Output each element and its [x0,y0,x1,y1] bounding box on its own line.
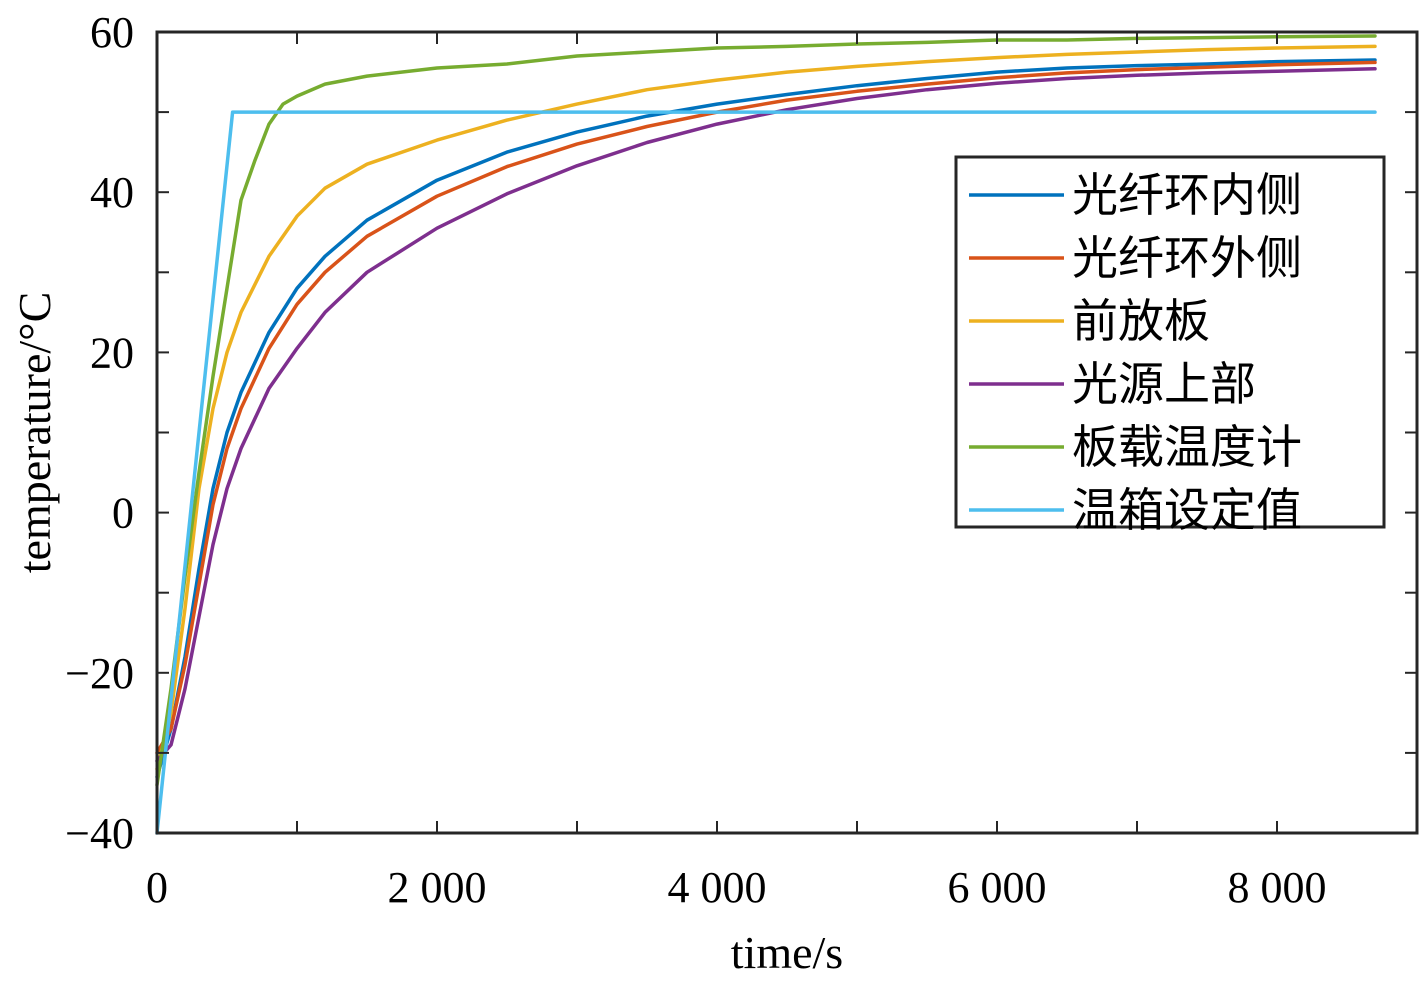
series-line-2 [155,60,1377,755]
x-axis-title: time/s [731,927,843,978]
y-tick-label: −40 [65,809,134,858]
x-tick-label: 6 000 [948,863,1047,912]
y-tick-label: 0 [112,489,134,538]
legend-label-3: 前放板 [1072,294,1210,348]
y-tick-label: 40 [90,168,134,217]
legend-label-4: 光源上部 [1072,357,1256,411]
series-layer [155,34,1377,835]
x-tick-label: 0 [146,863,168,912]
legend-label-5: 板载温度计 [1072,420,1302,474]
y-tick-label: −20 [65,649,134,698]
legend-label-2: 光纤环外侧 [1072,231,1302,285]
x-tick-label: 4 000 [668,863,767,912]
series-line-6 [155,110,1377,835]
series-line-5 [155,34,1377,787]
series-line-3 [155,44,1377,771]
y-tick-label: 60 [90,8,134,57]
ticks-layer: 0 2 000 4 000 6 000 8 000 −40 −20 0 20 40 60 [65,8,1418,912]
legend-label-1: 光纤环内侧 [1072,168,1302,222]
x-tick-label: 2 000 [388,863,487,912]
legend-box [954,155,1386,529]
y-tick-label: 20 [90,328,134,377]
x-tick-label: 8 000 [1228,863,1327,912]
series-line-1 [155,58,1377,779]
y-axis-title: temperature/°C [9,292,60,574]
legend-label-6: 温箱设定值 [1072,483,1302,537]
series-line-4 [155,67,1377,763]
